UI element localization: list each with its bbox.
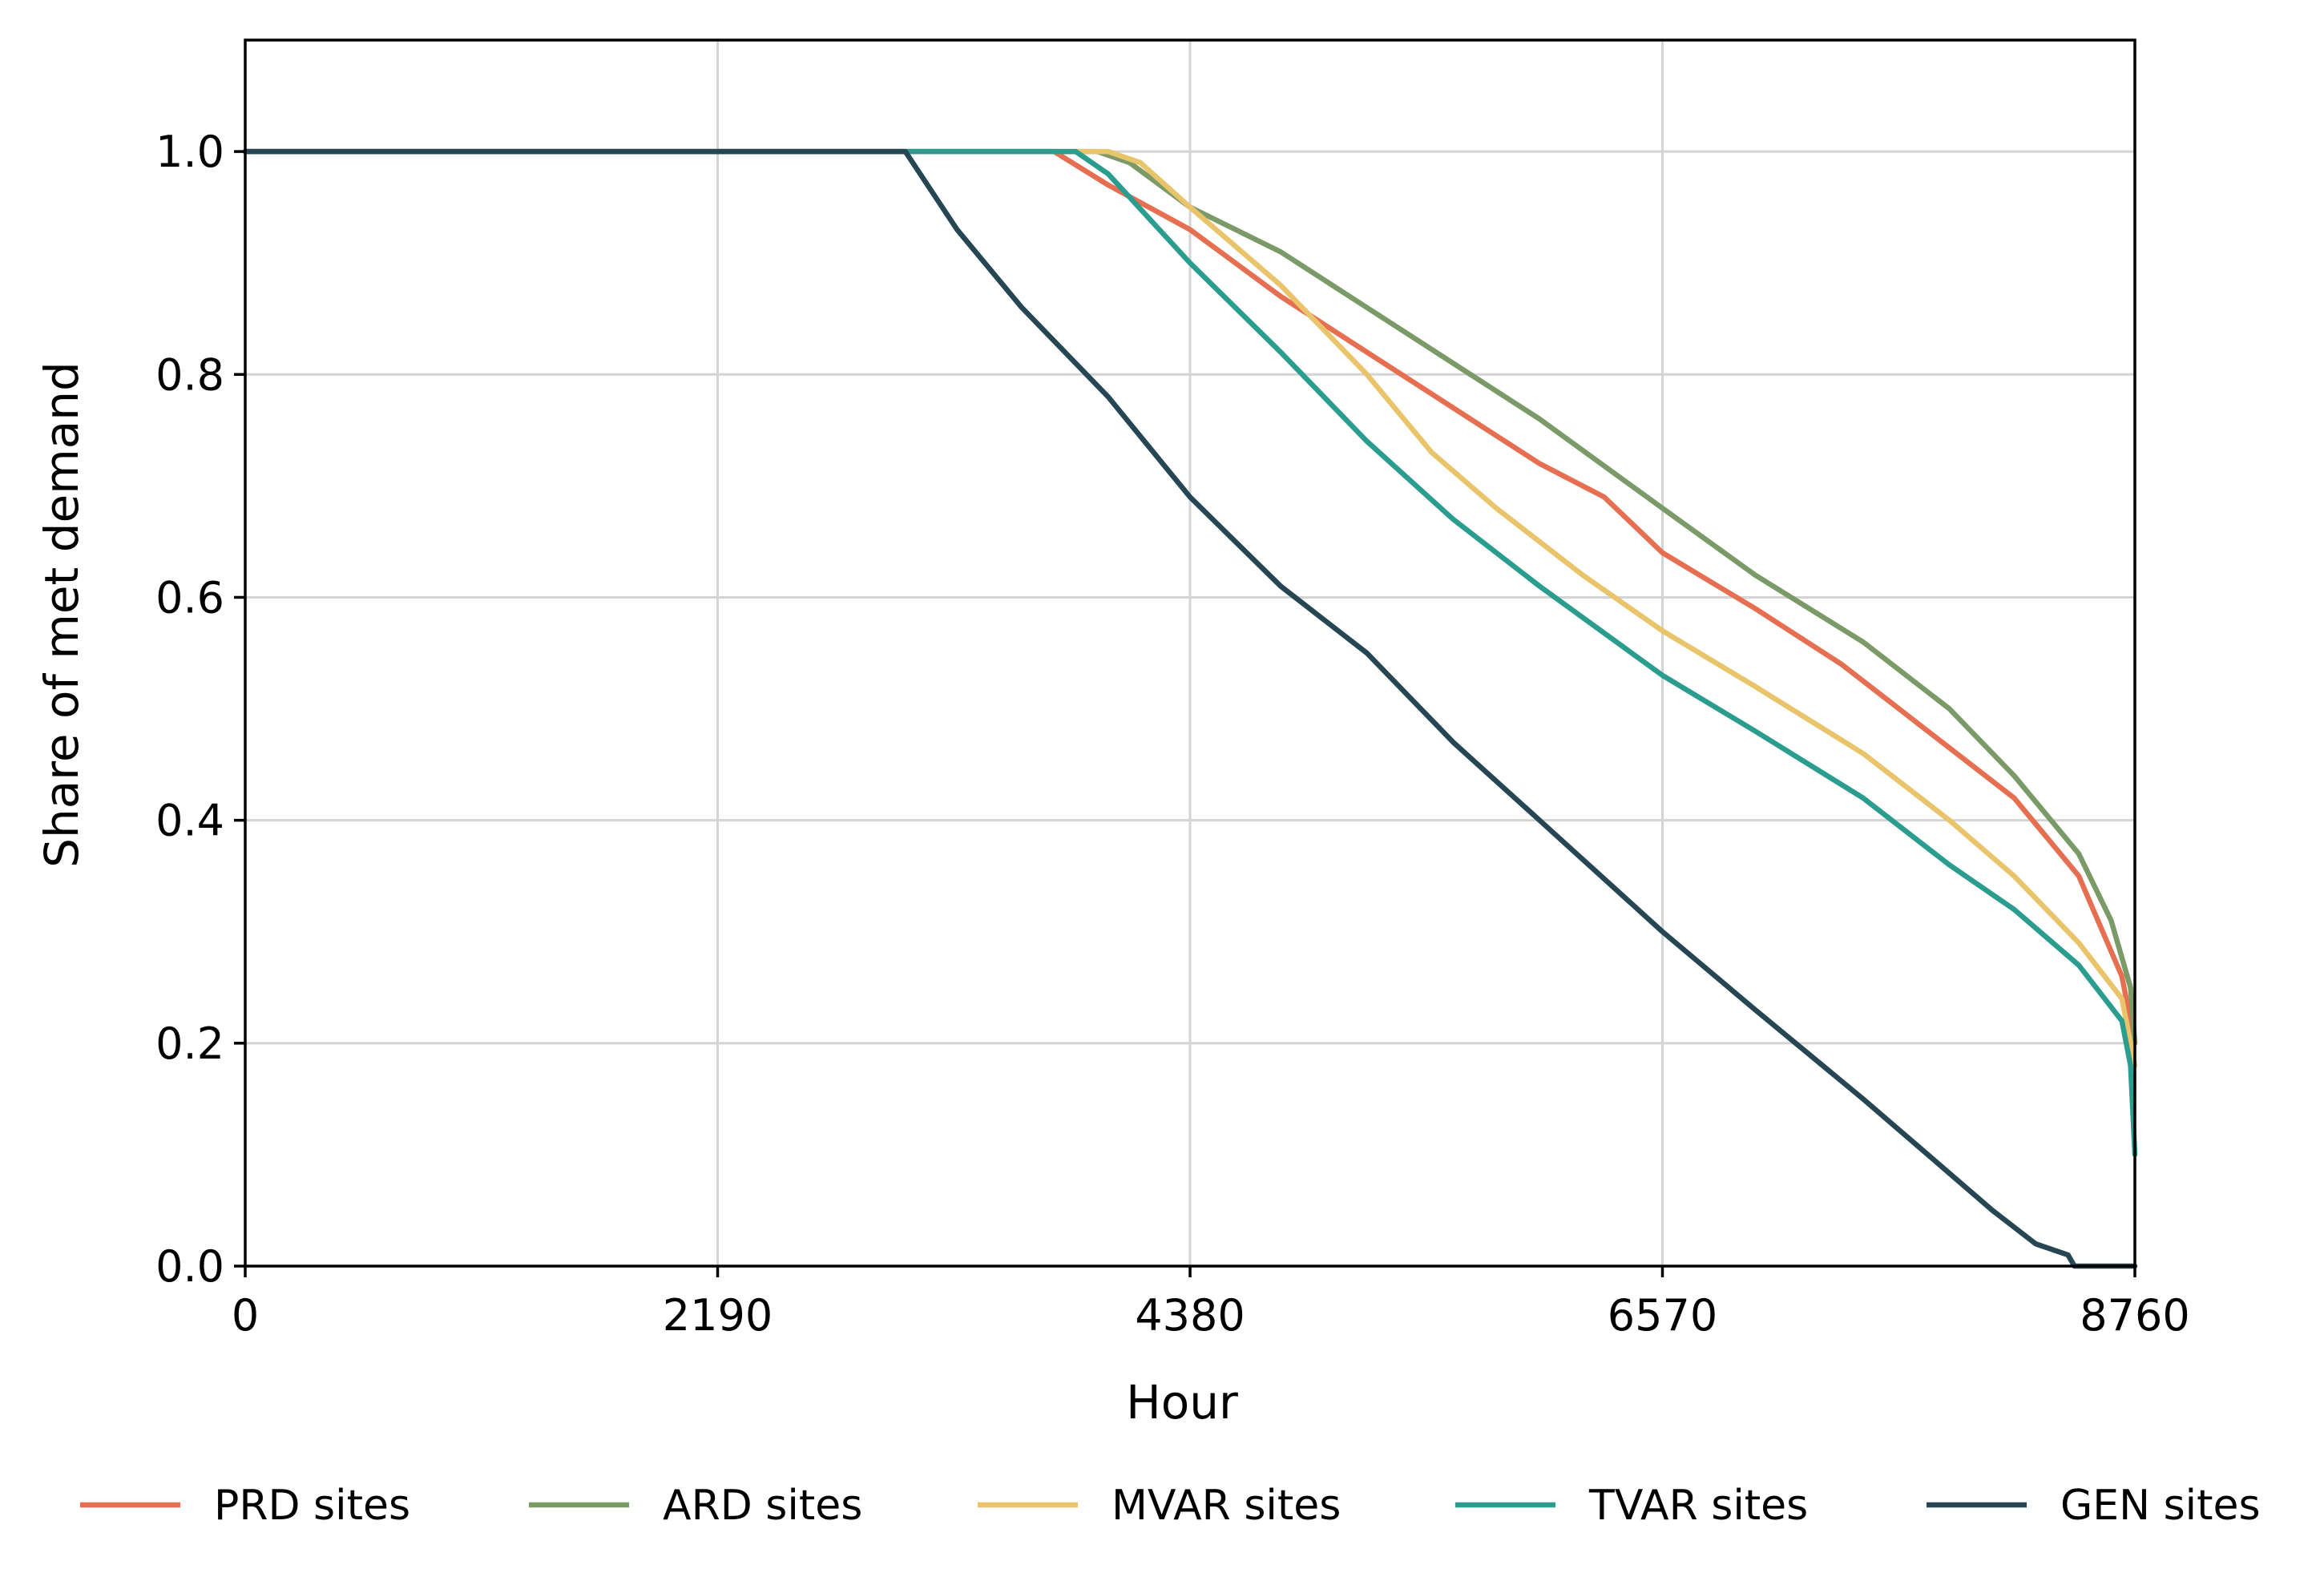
- series-line-tvar-sites: [242, 148, 2138, 1158]
- y-axis: 0.0 0.2 0.4 0.6 0.8 1.0: [155, 127, 245, 1292]
- legend-item-ard-sites: ARD sites: [529, 1482, 862, 1530]
- x-axis: 0 2190 4380 6570 8760: [232, 1266, 2190, 1341]
- y-tick-label: 0.6: [155, 572, 224, 623]
- y-tick-label: 0.2: [155, 1018, 224, 1069]
- x-tick-label: 2190: [663, 1290, 773, 1341]
- y-axis-label: Share of met demand: [34, 361, 89, 868]
- y-tick-label: 1.0: [155, 127, 224, 177]
- legend-item-mvar-sites: MVAR sites: [978, 1482, 1341, 1530]
- y-tick-label: 0.4: [155, 796, 224, 846]
- legend-label: GEN sites: [2060, 1482, 2261, 1530]
- legend-label: ARD sites: [663, 1482, 862, 1530]
- series-layer: [242, 148, 2138, 1269]
- legend-label: TVAR sites: [1588, 1482, 1808, 1530]
- x-tick-label: 8760: [2080, 1290, 2189, 1341]
- y-tick-label: 0.0: [155, 1241, 224, 1292]
- legend-item-tvar-sites: TVAR sites: [1455, 1482, 1808, 1530]
- x-tick-label: 6570: [1608, 1290, 1717, 1341]
- series-line-gen-sites: [242, 148, 2138, 1269]
- legend-label: MVAR sites: [1112, 1482, 1341, 1530]
- legend-item-gen-sites: GEN sites: [1927, 1482, 2261, 1530]
- x-tick-label: 0: [232, 1290, 259, 1341]
- legend-item-prd-sites: PRD sites: [80, 1482, 410, 1530]
- grid: [244, 40, 2136, 1268]
- series-line-mvar-sites: [242, 148, 2138, 1068]
- series-line-prd-sites: [242, 148, 2138, 1047]
- legend: PRD sites ARD sites MVAR sites TVAR sites GE…: [80, 1482, 2261, 1530]
- x-axis-label: Hour: [1126, 1375, 1238, 1430]
- y-tick-label: 0.8: [155, 349, 224, 400]
- x-tick-label: 4380: [1135, 1290, 1245, 1341]
- legend-label: PRD sites: [214, 1482, 410, 1530]
